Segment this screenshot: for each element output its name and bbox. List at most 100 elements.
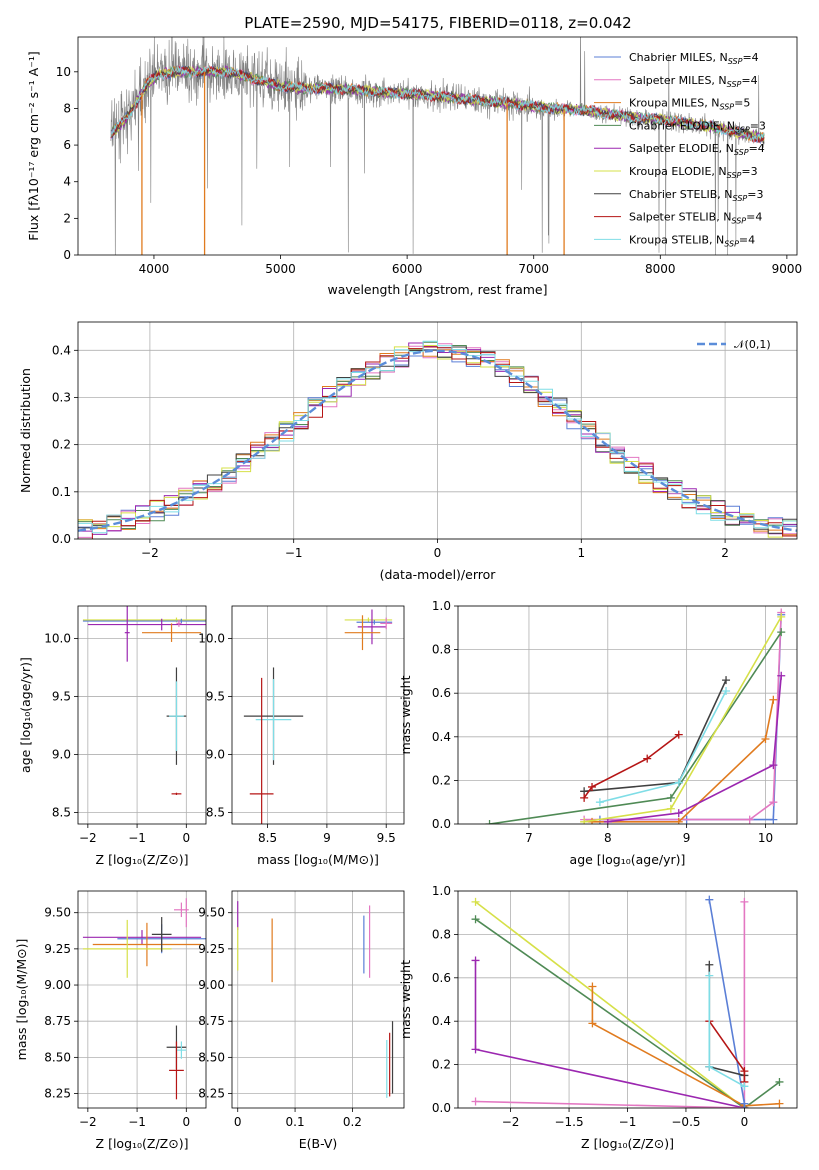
plus-marker	[666, 804, 675, 813]
plus-marker	[580, 793, 589, 802]
x-axis-label: Z [log₁₀(Z/Z⊙)]	[581, 1136, 674, 1151]
x-tick-label: −1	[128, 831, 146, 845]
error-bar-point	[92, 922, 202, 967]
y-tick-label: 4	[63, 175, 71, 189]
plus-marker	[471, 1097, 480, 1106]
x-tick-label: −1	[285, 546, 303, 560]
plot-area	[471, 895, 784, 1108]
y-tick-label: 0.4	[432, 730, 451, 744]
plus-marker	[471, 1045, 480, 1054]
y-axis-label: mass [log₁₀(M/M⊙)]	[14, 939, 29, 1061]
x-tick-label: 0.1	[286, 1115, 305, 1129]
y-tick-label: 0.4	[432, 1014, 451, 1028]
plus-marker	[777, 671, 786, 680]
x-tick-label: −1	[128, 1115, 146, 1129]
mass-weight-line-0	[475, 901, 745, 1108]
x-tick-label: 2	[721, 546, 729, 560]
plus-marker	[777, 628, 786, 637]
legend-label: Salpeter STELIB, NSSP=4	[629, 211, 762, 226]
y-tick-label: 10.0	[44, 631, 71, 645]
plus-marker	[775, 1077, 784, 1086]
mass-weight-line-1	[584, 612, 782, 821]
y-tick-label: 9.00	[44, 978, 71, 992]
plus-marker	[761, 734, 770, 743]
mass-weight-line-3	[489, 631, 782, 824]
legend-label: Salpeter ELODIE, NSSP=4	[629, 142, 765, 157]
x-tick-label: 0	[234, 1115, 242, 1129]
plus-marker	[722, 687, 731, 696]
legend-label: Chabrier ELODIE, NSSP=3	[629, 119, 766, 134]
y-axis-label: age [log₁₀(age/yr)]	[18, 657, 33, 773]
mass-weight-line-5	[583, 616, 782, 823]
plus-marker	[769, 798, 778, 807]
plus-marker	[666, 793, 675, 802]
y-axis-label: mass weight	[398, 675, 413, 754]
x-tick-label: −1.5	[554, 1115, 583, 1129]
chart-0: 4000 5000 6000 7000 8000 9000 0 2 4 6 8 10 wavelengt…	[26, 14, 802, 297]
y-tick-label: 0.8	[432, 927, 451, 941]
y-tick-label: 0.1	[52, 485, 71, 499]
y-tick-label: 10.0	[198, 631, 225, 645]
plus-marker	[595, 798, 604, 807]
y-axis-label: Flux [fλ10⁻¹⁷ erg cm⁻² s⁻¹ A⁻¹]	[26, 51, 41, 240]
y-axis-label: Normed distribution	[18, 368, 33, 493]
y-tick-label: 10	[56, 65, 71, 79]
y-tick-label: 6	[63, 138, 71, 152]
mass-weight-line-2	[474, 960, 745, 1108]
x-tick-label: 8	[604, 831, 612, 845]
residual-histogram-6	[78, 346, 797, 534]
error-bar-point	[142, 623, 202, 642]
mass-weight-line-3	[475, 901, 746, 1108]
y-tick-label: 9.25	[44, 942, 71, 956]
plot-area	[237, 901, 394, 1098]
plus-marker	[485, 820, 494, 824]
plus-marker	[471, 897, 480, 906]
plot-area	[82, 606, 206, 796]
x-axis-label: Z [log₁₀(Z/Z⊙)]	[96, 1136, 189, 1151]
x-tick-label: 1	[577, 546, 585, 560]
plus-marker	[674, 730, 683, 739]
mass-weight-line-2	[592, 699, 775, 823]
axes-frame	[77, 605, 207, 825]
x-tick-label: 9	[683, 831, 691, 845]
y-tick-label: 0	[63, 248, 71, 262]
plot-area	[78, 340, 797, 539]
x-tick-label: 0	[741, 1115, 749, 1129]
y-tick-label: 9.25	[198, 942, 225, 956]
error-bar-point	[87, 618, 206, 631]
plus-marker	[705, 1062, 714, 1071]
error-bar-point	[344, 617, 393, 623]
axes-frame	[231, 605, 405, 825]
y-tick-label: 0.6	[432, 971, 451, 985]
plus-marker	[643, 754, 652, 763]
plus-marker	[740, 1104, 749, 1108]
chart-6: 0 0.1 0.2 8.25 8.50 8.75 9.00 9.25 9.50 E(B-V)	[198, 890, 405, 1151]
chart-title: PLATE=2590, MJD=54175, FIBERID=0118, z=0…	[244, 14, 631, 32]
y-tick-label: 8.25	[198, 1087, 225, 1101]
plus-marker	[588, 1019, 597, 1028]
y-tick-label: 0.4	[52, 343, 71, 357]
y-tick-label: 0.8	[432, 643, 451, 657]
y-tick-label: 0.3	[52, 390, 71, 404]
y-tick-label: 8.5	[52, 805, 71, 819]
plus-marker	[769, 695, 778, 704]
plot-area	[485, 608, 786, 824]
model-fit-7	[110, 64, 765, 143]
plus-marker	[588, 782, 597, 791]
plus-marker	[674, 778, 683, 787]
plus-marker	[740, 897, 749, 906]
legend-label: 𝒩(0,1)	[734, 338, 771, 351]
x-axis-label: (data-model)/error	[380, 567, 497, 582]
y-tick-label: 0.2	[432, 773, 451, 787]
error-bar-point	[82, 618, 206, 624]
plot-area	[82, 898, 206, 1100]
error-bar-point	[176, 619, 182, 627]
x-axis-label: wavelength [Angstrom, rest frame]	[327, 282, 547, 297]
x-tick-label: 9	[323, 831, 331, 845]
x-axis-label: age [log₁₀(age/yr)]	[570, 852, 686, 867]
x-tick-label: 7000	[518, 262, 549, 276]
plus-marker	[769, 815, 778, 824]
plus-marker	[705, 971, 714, 980]
x-tick-label: 9.5	[377, 831, 396, 845]
error-bar-point	[344, 615, 381, 651]
